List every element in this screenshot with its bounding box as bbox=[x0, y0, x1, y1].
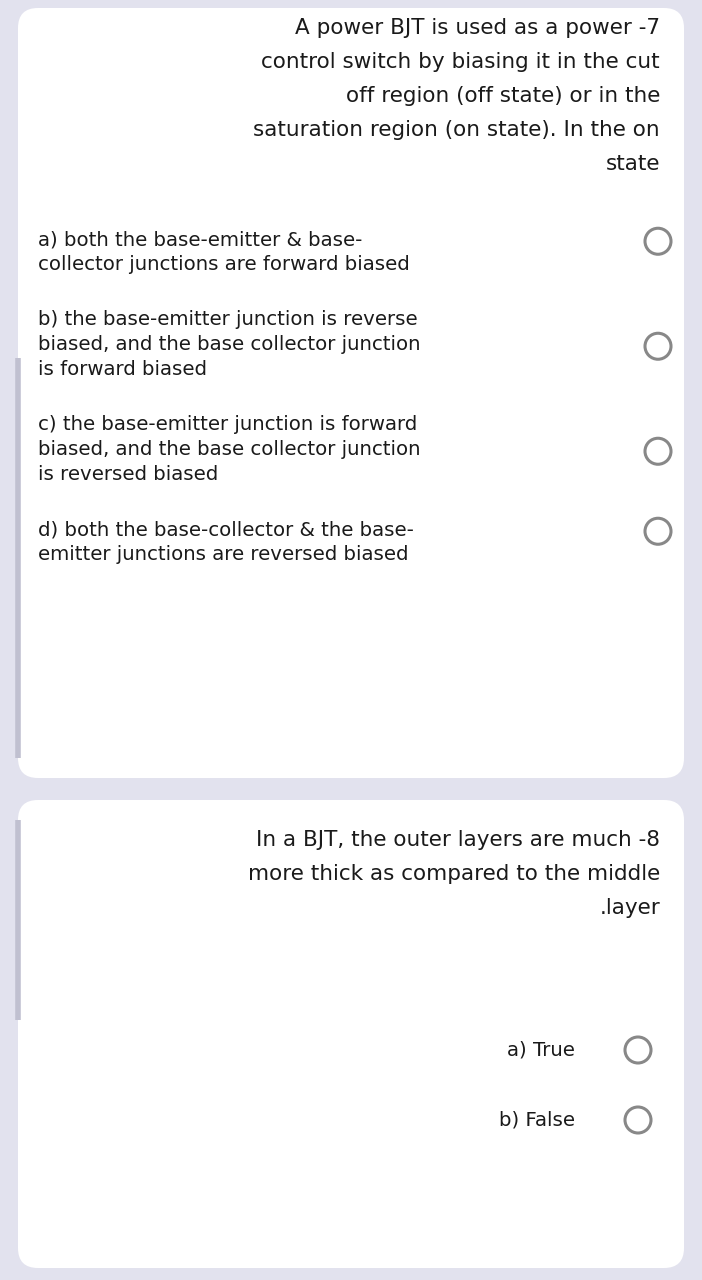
Text: collector junctions are forward biased: collector junctions are forward biased bbox=[38, 255, 410, 274]
Text: biased, and the base collector junction: biased, and the base collector junction bbox=[38, 440, 420, 460]
Text: more thick as compared to the middle: more thick as compared to the middle bbox=[248, 864, 660, 884]
FancyBboxPatch shape bbox=[18, 800, 684, 1268]
Text: saturation region (on state). In the on: saturation region (on state). In the on bbox=[253, 120, 660, 140]
Text: d) both the base-collector & the base-: d) both the base-collector & the base- bbox=[38, 520, 414, 539]
Text: b) the base-emitter junction is reverse: b) the base-emitter junction is reverse bbox=[38, 310, 418, 329]
Text: In a BJT, the outer layers are much -8: In a BJT, the outer layers are much -8 bbox=[256, 829, 660, 850]
FancyBboxPatch shape bbox=[18, 8, 684, 778]
Text: off region (off state) or in the: off region (off state) or in the bbox=[345, 86, 660, 106]
Text: .layer: .layer bbox=[600, 899, 660, 918]
Text: is forward biased: is forward biased bbox=[38, 360, 207, 379]
Text: emitter junctions are reversed biased: emitter junctions are reversed biased bbox=[38, 545, 409, 564]
Text: c) the base-emitter junction is forward: c) the base-emitter junction is forward bbox=[38, 415, 417, 434]
Text: biased, and the base collector junction: biased, and the base collector junction bbox=[38, 335, 420, 355]
Text: state: state bbox=[606, 154, 660, 174]
Text: b) False: b) False bbox=[499, 1110, 575, 1129]
Text: A power BJT is used as a power -7: A power BJT is used as a power -7 bbox=[295, 18, 660, 38]
Text: control switch by biasing it in the cut: control switch by biasing it in the cut bbox=[261, 52, 660, 72]
Text: is reversed biased: is reversed biased bbox=[38, 465, 218, 484]
Text: a) True: a) True bbox=[507, 1039, 575, 1059]
Text: a) both the base-emitter & base-: a) both the base-emitter & base- bbox=[38, 230, 362, 250]
